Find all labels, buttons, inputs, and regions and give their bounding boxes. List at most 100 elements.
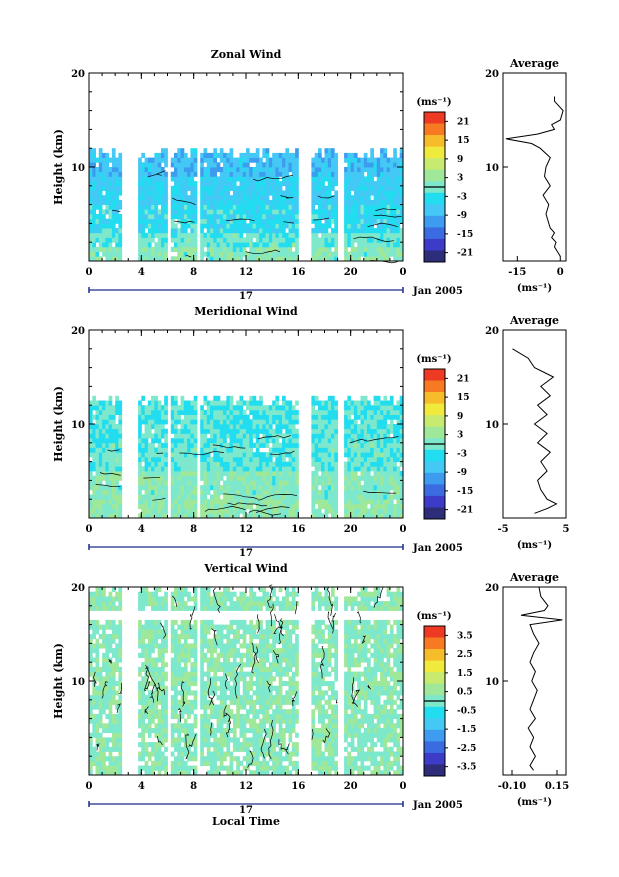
heatmap-cell (200, 242, 204, 247)
heatmap-cell (148, 509, 152, 514)
heatmap-cell (112, 662, 116, 667)
heatmap-cell (397, 223, 401, 228)
heatmap-cell (141, 452, 145, 457)
heatmap-cell (226, 457, 230, 462)
heatmap-cell (89, 410, 93, 415)
heatmap-cell (315, 424, 319, 429)
heatmap-cell (171, 424, 175, 429)
heatmap-cell (361, 433, 365, 438)
heatmap-cell (361, 195, 365, 200)
heatmap-cell (279, 205, 283, 210)
heatmap-cell (367, 242, 371, 247)
heatmap-cell (282, 205, 286, 210)
heatmap-cell (177, 643, 181, 648)
heatmap-cell (282, 438, 286, 443)
heatmap-cell (89, 429, 93, 434)
heatmap-cell (347, 214, 351, 219)
heatmap-cell (204, 443, 208, 448)
heatmap-cell (89, 625, 93, 630)
heatmap-cell (158, 214, 162, 219)
heatmap-cell (181, 653, 185, 658)
heatmap-cell (243, 195, 247, 200)
heatmap-cell (177, 181, 181, 186)
heatmap-cell (217, 405, 221, 410)
heatmap-cell (148, 466, 152, 471)
heatmap-cell (321, 466, 325, 471)
heatmap-cell (321, 405, 325, 410)
heatmap-cell (174, 766, 178, 771)
heatmap-cell (96, 172, 100, 177)
heatmap-cell (321, 448, 325, 453)
heatmap-cell (380, 495, 384, 500)
heatmap-cell (105, 766, 109, 771)
heatmap-cell (164, 709, 168, 714)
heatmap-cell (145, 162, 149, 167)
heatmap-cell (249, 153, 253, 158)
heatmap-cell (262, 200, 266, 205)
heatmap-cell (390, 252, 394, 257)
heatmap-cell (145, 761, 149, 766)
heatmap-cell (210, 476, 214, 481)
heatmap-cell (158, 695, 162, 700)
heatmap-cell (233, 191, 237, 196)
heatmap-cell (148, 504, 152, 509)
heatmap-cell (331, 233, 335, 238)
heatmap-cell (158, 648, 162, 653)
heatmap-cell (164, 228, 168, 233)
heatmap-cell (351, 233, 355, 238)
heatmap-cell (328, 424, 332, 429)
heatmap-cell (334, 424, 338, 429)
heatmap-cell (109, 405, 113, 410)
heatmap-cell (354, 191, 358, 196)
heatmap-cell (109, 705, 113, 710)
heatmap-cell (318, 209, 322, 214)
heatmap-cell (253, 495, 257, 500)
heatmap-cell (105, 176, 109, 181)
heatmap-cell (109, 200, 113, 205)
heatmap-cell (272, 172, 276, 177)
heatmap-cell (148, 490, 152, 495)
heatmap-cell (292, 485, 296, 490)
heatmap-cell (141, 238, 145, 243)
heatmap-cell (184, 499, 188, 504)
heatmap-cell (105, 737, 109, 742)
heatmap-cell (145, 509, 149, 514)
heatmap-cell (141, 733, 145, 738)
heatmap-cell (194, 499, 198, 504)
heatmap-cell (89, 672, 93, 677)
heatmap-cell (151, 438, 155, 443)
heatmap-cell (148, 499, 152, 504)
heatmap-cell (377, 476, 381, 481)
heatmap-cell (321, 228, 325, 233)
heatmap-cell (367, 462, 371, 467)
heatmap-cell (161, 733, 165, 738)
heatmap-cell (112, 766, 116, 771)
heatmap-cell (151, 200, 155, 205)
heatmap-cell (253, 167, 257, 172)
heatmap-cell (233, 471, 237, 476)
heatmap-cell (367, 495, 371, 500)
heatmap-cell (334, 209, 338, 214)
heatmap-cell (210, 228, 214, 233)
heatmap-cell (109, 252, 113, 257)
heatmap-cell (141, 181, 145, 186)
heatmap-cell (357, 504, 361, 509)
heatmap-cell (115, 209, 119, 214)
heatmap-cell (148, 401, 152, 406)
heatmap-cell (275, 504, 279, 509)
heatmap-cell (204, 219, 208, 224)
heatmap-cell (361, 415, 365, 420)
heatmap-cell (311, 410, 315, 415)
heatmap-cell (282, 200, 286, 205)
heatmap-cell (354, 462, 358, 467)
heatmap-cell (374, 410, 378, 415)
heatmap-cell (115, 737, 119, 742)
heatmap-cell (151, 629, 155, 634)
heatmap-cell (161, 709, 165, 714)
colorbar-swatch (424, 404, 445, 416)
heatmap-cell (325, 158, 329, 163)
heatmap-cell (158, 495, 162, 500)
heatmap-cell (370, 186, 374, 191)
heatmap-cell (92, 606, 96, 611)
